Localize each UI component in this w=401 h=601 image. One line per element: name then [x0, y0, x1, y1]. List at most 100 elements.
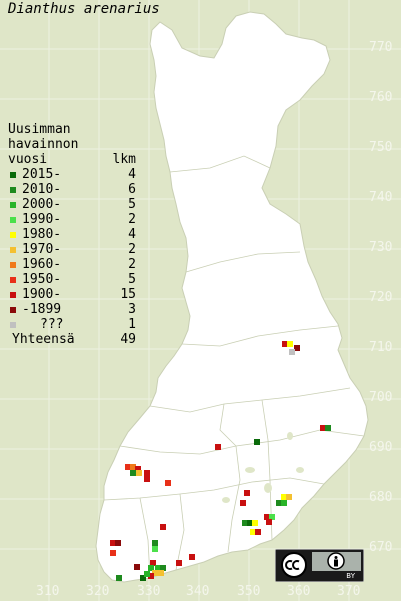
legend-swatch: [10, 172, 16, 178]
legend-item-count: 2: [128, 242, 136, 257]
legend-item: 1900- 15: [8, 287, 136, 302]
license-text: BY: [346, 572, 355, 580]
obs-point: [160, 524, 166, 530]
y-axis-label: 670: [369, 540, 393, 555]
legend-total-count: 49: [120, 332, 136, 347]
obs-point: [152, 570, 158, 576]
legend-item-label: 1990-: [22, 212, 62, 227]
legend-item-count: 4: [128, 227, 136, 242]
license-badge[interactable]: BY: [275, 549, 364, 582]
obs-point: [134, 564, 140, 570]
obs-point: [189, 554, 195, 560]
legend-swatch: [10, 232, 16, 238]
obs-point: [287, 341, 293, 347]
legend-item-count: 15: [120, 287, 136, 302]
x-axis-label: 320: [86, 584, 110, 599]
legend-item-label: 2000-: [22, 197, 62, 212]
observation-points: [110, 341, 331, 581]
legend-header-line: vuosi: [8, 152, 48, 167]
legend-header-line: Uusimman: [8, 122, 71, 137]
legend-item: 1950- 5: [8, 272, 136, 287]
obs-point: [276, 500, 282, 506]
obs-point: [165, 480, 171, 486]
obs-point: [286, 494, 292, 500]
species-title: Dianthus arenarius: [8, 1, 160, 17]
obs-point: [266, 519, 272, 525]
legend-item-label: -1899: [22, 302, 62, 317]
legend-swatch: [10, 202, 16, 208]
legend-item: 1970- 2: [8, 242, 136, 257]
obs-point: [160, 565, 166, 571]
legend-item-count: 1: [128, 317, 136, 332]
legend-swatch: [10, 187, 16, 193]
obs-point: [116, 575, 122, 581]
x-axis-label: 310: [36, 584, 60, 599]
obs-point: [269, 514, 275, 520]
obs-point: [140, 575, 146, 581]
legend-swatch: [10, 217, 16, 223]
legend-item: 1990- 2: [8, 212, 136, 227]
y-axis-label: 690: [369, 440, 393, 455]
legend-item-count: 5: [128, 197, 136, 212]
obs-point: [135, 466, 141, 472]
obs-point: [255, 529, 261, 535]
legend-swatch: [10, 292, 16, 298]
obs-point: [144, 470, 150, 476]
country-outline: [95, 11, 369, 583]
obs-point: [294, 345, 300, 351]
obs-point: [115, 540, 121, 546]
legend-swatch: [10, 322, 16, 328]
y-axis-label: 760: [369, 90, 393, 105]
legend-swatch: [10, 262, 16, 268]
legend-item: 1960- 2: [8, 257, 136, 272]
legend-count-header: lkm: [112, 152, 136, 167]
legend-item: 1980- 4: [8, 227, 136, 242]
legend-item-count: 3: [128, 302, 136, 317]
legend-item-count: 4: [128, 167, 136, 182]
legend-item-label: 1950-: [22, 272, 62, 287]
legend-swatch: [10, 247, 16, 253]
x-axis-label: 330: [137, 584, 161, 599]
legend-item: 2000- 5: [8, 197, 136, 212]
obs-point: [176, 560, 182, 566]
obs-point: [150, 560, 156, 566]
obs-point: [130, 464, 136, 470]
y-axis-label: 750: [369, 140, 393, 155]
obs-point: [130, 470, 136, 476]
legend: Uusimman havainnon vuosi lkm 2015- 4 2010-…: [8, 122, 136, 348]
obs-point: [282, 341, 288, 347]
y-axis-label: 720: [369, 290, 393, 305]
obs-point: [158, 570, 164, 576]
legend-swatch: [10, 307, 16, 313]
legend-item-count: 5: [128, 272, 136, 287]
y-axis-label: 740: [369, 190, 393, 205]
legend-item-label: 1980-: [22, 227, 62, 242]
obs-point: [136, 470, 142, 476]
y-axis-label: 770: [369, 40, 393, 55]
obs-point: [155, 565, 161, 571]
legend-item-label: 2010-: [22, 182, 62, 197]
obs-point: [325, 425, 331, 431]
obs-point: [281, 500, 287, 506]
x-axis-label: 350: [237, 584, 261, 599]
obs-point: [254, 439, 260, 445]
legend-item-count: 2: [128, 257, 136, 272]
obs-point: [152, 546, 158, 552]
obs-point: [144, 476, 150, 482]
legend-total-label: Yhteensä: [12, 332, 75, 347]
obs-point: [242, 520, 248, 526]
legend-item-label: 2015-: [22, 167, 62, 182]
obs-point: [320, 425, 326, 431]
obs-point: [247, 520, 253, 526]
obs-point: [110, 540, 116, 546]
legend-item-label: 1960-: [22, 257, 62, 272]
legend-total: Yhteensä 49: [8, 332, 136, 348]
legend-item-count: 6: [128, 182, 136, 197]
obs-point: [250, 529, 256, 535]
obs-point: [144, 571, 150, 577]
y-axis-label: 710: [369, 340, 393, 355]
x-axis-label: 360: [287, 584, 311, 599]
cc-icon: [281, 552, 307, 578]
